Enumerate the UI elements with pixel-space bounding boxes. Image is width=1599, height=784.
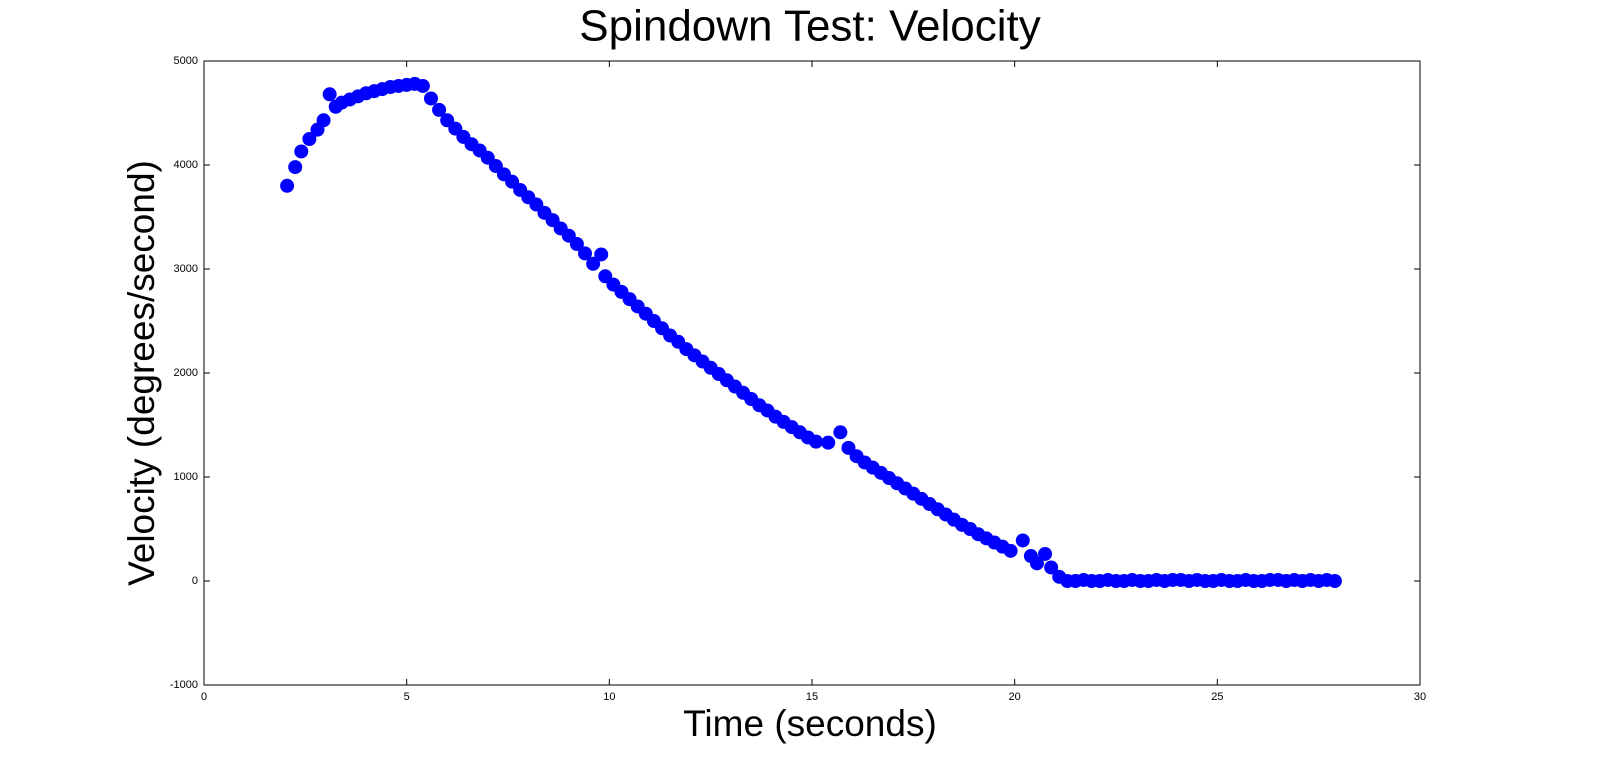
data-point bbox=[1038, 546, 1053, 561]
x-tick-label: 0 bbox=[201, 691, 207, 703]
x-axis-label: Time (seconds) bbox=[683, 703, 937, 744]
data-point bbox=[302, 132, 317, 146]
data-point bbox=[294, 144, 309, 159]
data-point bbox=[415, 78, 430, 93]
y-tick-label: 1000 bbox=[174, 471, 198, 483]
data-point bbox=[322, 87, 337, 102]
data-point bbox=[288, 160, 303, 175]
data-point bbox=[1015, 533, 1030, 548]
y-tick-label: 4000 bbox=[174, 159, 198, 171]
data-point bbox=[316, 113, 331, 128]
y-tick-label: 2000 bbox=[174, 367, 198, 379]
y-tick-label: 5000 bbox=[174, 55, 198, 67]
y-tick-label: -1000 bbox=[170, 679, 198, 691]
plot-frame bbox=[203, 60, 1421, 686]
y-axis-label: Velocity (degrees/second) bbox=[121, 160, 162, 586]
x-tick-label: 30 bbox=[1414, 691, 1426, 703]
data-point bbox=[569, 237, 584, 252]
x-tick-label: 5 bbox=[404, 691, 410, 703]
data-point bbox=[578, 246, 593, 261]
x-tick-label: 20 bbox=[1009, 691, 1021, 703]
data-point bbox=[594, 247, 609, 262]
data-point bbox=[833, 425, 848, 440]
data-point bbox=[1044, 560, 1059, 575]
y-tick-label: 3000 bbox=[174, 263, 198, 275]
data-point bbox=[1029, 556, 1044, 571]
x-tick-label: 10 bbox=[603, 691, 615, 703]
chart-title: Spindown Test: Velocity bbox=[579, 2, 1040, 51]
data-point bbox=[1003, 543, 1018, 558]
data-point bbox=[280, 178, 295, 193]
data-point bbox=[432, 102, 447, 117]
y-tick-label: 0 bbox=[192, 575, 198, 587]
x-tick-label: 25 bbox=[1211, 691, 1223, 703]
data-point bbox=[1327, 574, 1342, 588]
data-point bbox=[809, 434, 824, 449]
data-point bbox=[423, 91, 438, 106]
data-point bbox=[586, 256, 601, 271]
data-point bbox=[821, 435, 836, 450]
x-tick-label: 15 bbox=[806, 691, 818, 703]
